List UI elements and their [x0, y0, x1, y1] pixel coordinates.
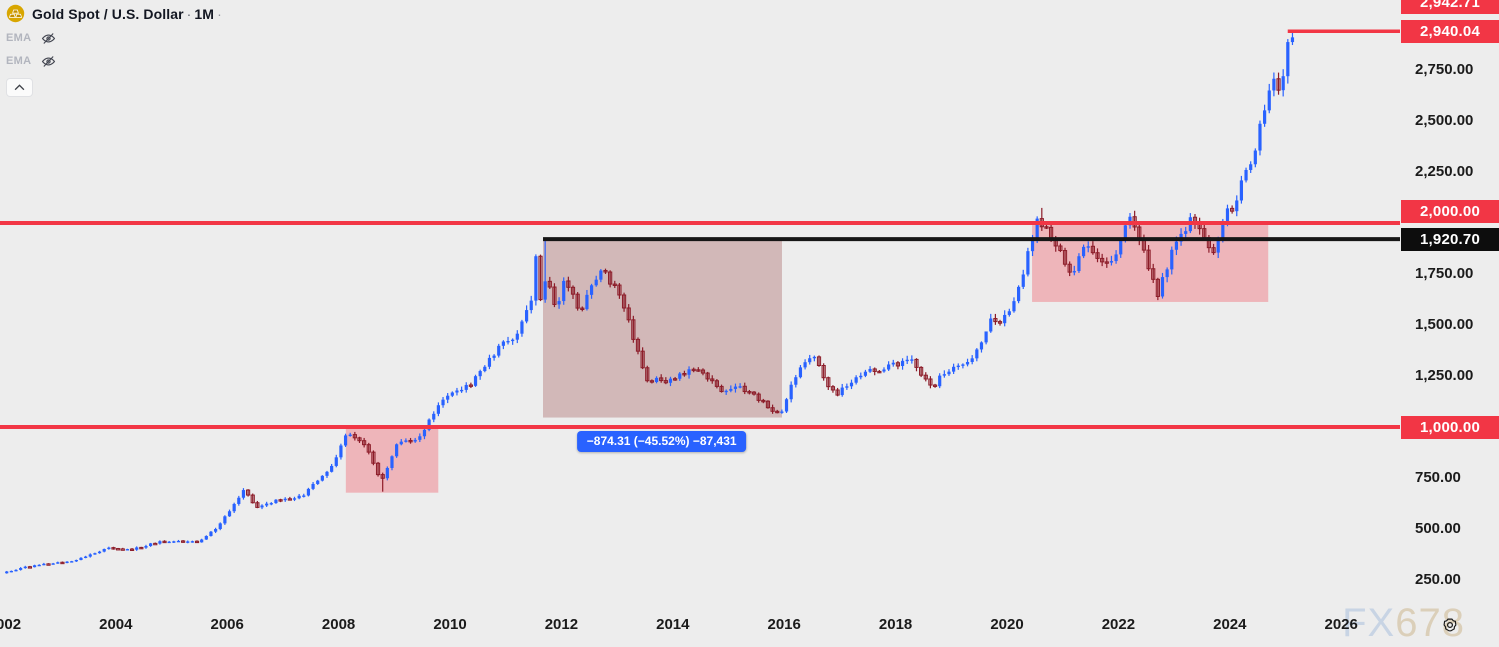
watermark: FX678 [1342, 603, 1465, 643]
price-level-badge: 2,000.00 [1401, 199, 1499, 223]
time-axis-label: 2020 [990, 616, 1024, 633]
time-axis-label: 2004 [99, 616, 133, 633]
eye-off-icon[interactable] [41, 54, 56, 69]
time-axis-label: 2022 [1101, 616, 1136, 633]
indicator-label: EMA [6, 32, 32, 44]
indicator-row-ema-2[interactable]: EMA [6, 53, 225, 69]
zones-layer[interactable] [345, 225, 1269, 493]
price-axis-tick: 1,750.00 [1415, 265, 1474, 282]
price-level-badge: 1,920.70 [1401, 227, 1499, 251]
time-axis-label: 2010 [433, 616, 467, 633]
time-axis-label: 2018 [878, 616, 913, 633]
title-trailing-separator: · [217, 5, 222, 22]
price-axis-tick: 750.00 [1415, 469, 1461, 486]
interval-label: 1M [194, 5, 215, 22]
price-axis-tick: 2,500.00 [1415, 112, 1474, 129]
time-axis[interactable]: 2002 2004 2006 2008 2010 2012 2014 2016 2018 2020… [0, 612, 1400, 647]
price-axis-tick: 1,250.00 [1415, 367, 1474, 384]
indicator-row-ema-1[interactable]: EMA [6, 30, 225, 46]
price-axis-tick: 250.00 [1415, 571, 1461, 588]
legend: Gold Spot / U.S. Dollar · 1M · EMA EMA [6, 4, 225, 97]
indicator-label: EMA [6, 55, 32, 67]
time-axis-label: 2026 [1324, 616, 1358, 633]
watermark-678: 678 [1395, 601, 1465, 645]
levels-layer[interactable] [0, 29, 1400, 429]
settings-icon[interactable] [1441, 616, 1459, 639]
price-level-badge: 2,940.04 [1401, 19, 1499, 43]
time-axis-label: 2024 [1213, 616, 1247, 633]
price-axis[interactable]: 2,750.00 2,500.00 2,250.00 1,750.00 1,500.00… [1400, 0, 1499, 647]
watermark-fx: FX [1342, 601, 1396, 645]
time-axis-label: 2016 [767, 616, 801, 633]
time-axis-label: 2006 [210, 616, 244, 633]
eye-off-icon[interactable] [41, 31, 56, 46]
symbol-title-row[interactable]: Gold Spot / U.S. Dollar · 1M · [6, 4, 225, 23]
time-axis-label: 2008 [321, 616, 356, 633]
current-price-badge: 2,942.71 [1401, 0, 1499, 15]
price-axis-tick: 2,750.00 [1415, 61, 1474, 78]
price-axis-tick: 2,250.00 [1415, 163, 1474, 180]
time-axis-label: 2014 [656, 616, 690, 633]
time-axis-label: 2012 [544, 616, 579, 633]
gold-symbol-icon [6, 4, 25, 23]
highlight-zone[interactable] [543, 239, 782, 418]
title-separator: · [186, 5, 192, 22]
legend-collapse-button[interactable] [6, 78, 33, 97]
time-axis-label: 2002 [0, 616, 22, 633]
price-axis-tick: 500.00 [1415, 520, 1461, 537]
price-axis-tick: 1,500.00 [1415, 316, 1474, 333]
price-range-label[interactable]: −874.31 (−45.52%) −87,431 [576, 431, 747, 452]
chevron-up-icon [14, 84, 25, 91]
symbol-name: Gold Spot / U.S. Dollar [32, 5, 184, 22]
price-level-badge: 1,000.00 [1401, 415, 1499, 439]
candlestick-chart[interactable] [0, 0, 1400, 647]
